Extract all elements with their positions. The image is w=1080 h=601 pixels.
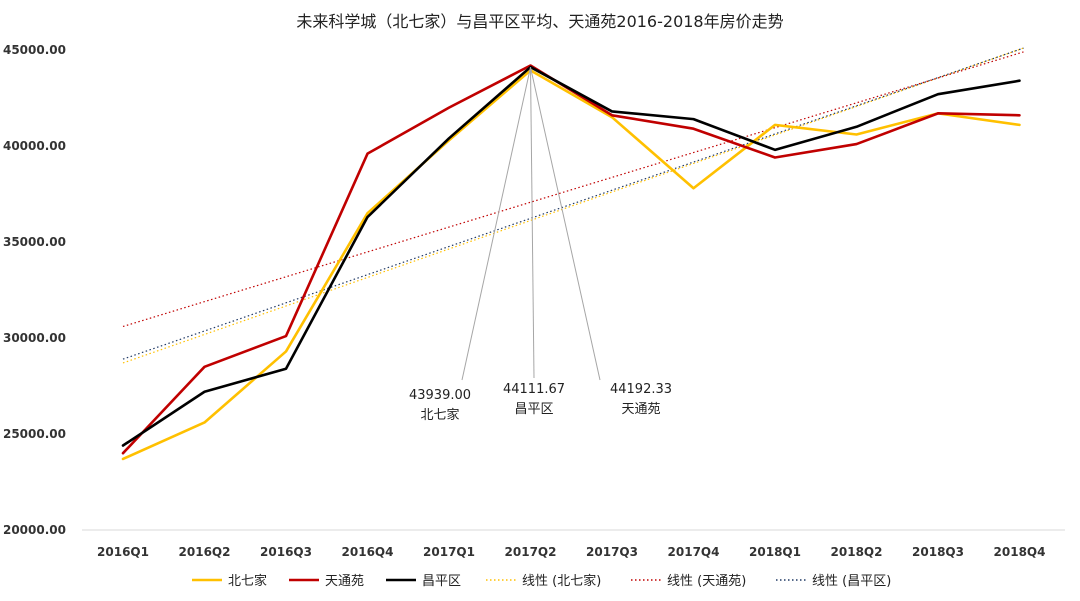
annotation-value: 43939.00 bbox=[409, 388, 471, 403]
legend-label: 天通苑 bbox=[325, 574, 364, 589]
trendlines bbox=[122, 47, 1024, 364]
series-line bbox=[121, 64, 1021, 455]
y-tick-label: 45000.00 bbox=[3, 43, 66, 57]
x-tick-label: 2016Q3 bbox=[260, 545, 312, 559]
annotation-leader-line bbox=[530, 67, 535, 379]
legend-label: 线性 (北七家) bbox=[522, 573, 601, 589]
legend-label: 线性 (天通苑) bbox=[667, 574, 746, 589]
legend: 北七家 天通苑 昌平区 线性 (北七家) 线性 (天通苑) 线性 (昌平区) bbox=[192, 573, 891, 589]
y-tick-label: 25000.00 bbox=[3, 427, 66, 441]
y-tick-label: 35000.00 bbox=[3, 235, 66, 249]
y-tick-label: 30000.00 bbox=[3, 331, 66, 345]
annotation-leader-line bbox=[530, 67, 601, 381]
y-tick-label: 20000.00 bbox=[3, 523, 66, 537]
trendline bbox=[122, 51, 1024, 328]
x-tick-label: 2016Q2 bbox=[179, 545, 231, 559]
x-tick-label: 2017Q3 bbox=[586, 545, 638, 559]
x-axis-ticks: 2016Q1 2016Q2 2016Q3 2016Q4 2017Q1 2017Q2 2017… bbox=[97, 545, 1045, 559]
legend-label: 北七家 bbox=[228, 573, 267, 589]
annotation-value: 44192.33 bbox=[610, 382, 672, 397]
x-tick-label: 2016Q4 bbox=[342, 545, 394, 559]
y-tick-label: 40000.00 bbox=[3, 139, 66, 153]
annotation-value: 44111.67 bbox=[503, 382, 565, 397]
x-tick-label: 2018Q2 bbox=[831, 545, 883, 559]
series-line bbox=[121, 65, 1021, 447]
x-tick-label: 2017Q2 bbox=[505, 545, 557, 559]
x-tick-label: 2017Q4 bbox=[668, 545, 720, 559]
x-tick-label: 2017Q1 bbox=[423, 545, 475, 559]
annotation-label: 昌平区 bbox=[514, 402, 553, 417]
x-tick-label: 2018Q4 bbox=[994, 545, 1046, 559]
annotation-label: 北七家 bbox=[420, 407, 459, 423]
legend-label: 昌平区 bbox=[422, 574, 461, 589]
trendline bbox=[122, 47, 1024, 360]
annotation-label: 天通苑 bbox=[621, 402, 660, 417]
annotation-leader-line bbox=[461, 67, 531, 381]
series-line bbox=[121, 69, 1021, 461]
x-tick-label: 2016Q1 bbox=[97, 545, 149, 559]
x-tick-label: 2018Q1 bbox=[749, 545, 801, 559]
chart-title: 未来科学城（北七家）与昌平区平均、天通苑2016-2018年房价走势 bbox=[296, 12, 783, 31]
x-tick-label: 2018Q3 bbox=[912, 545, 964, 559]
legend-label: 线性 (昌平区) bbox=[812, 574, 891, 589]
series-lines bbox=[121, 64, 1021, 461]
y-axis-ticks: 20000.00 25000.00 30000.00 35000.00 40000.00… bbox=[3, 43, 66, 537]
annotations: 43939.00 北七家 44111.67 昌平区 44192.33 天通苑 bbox=[409, 67, 672, 423]
trendline bbox=[122, 47, 1024, 364]
